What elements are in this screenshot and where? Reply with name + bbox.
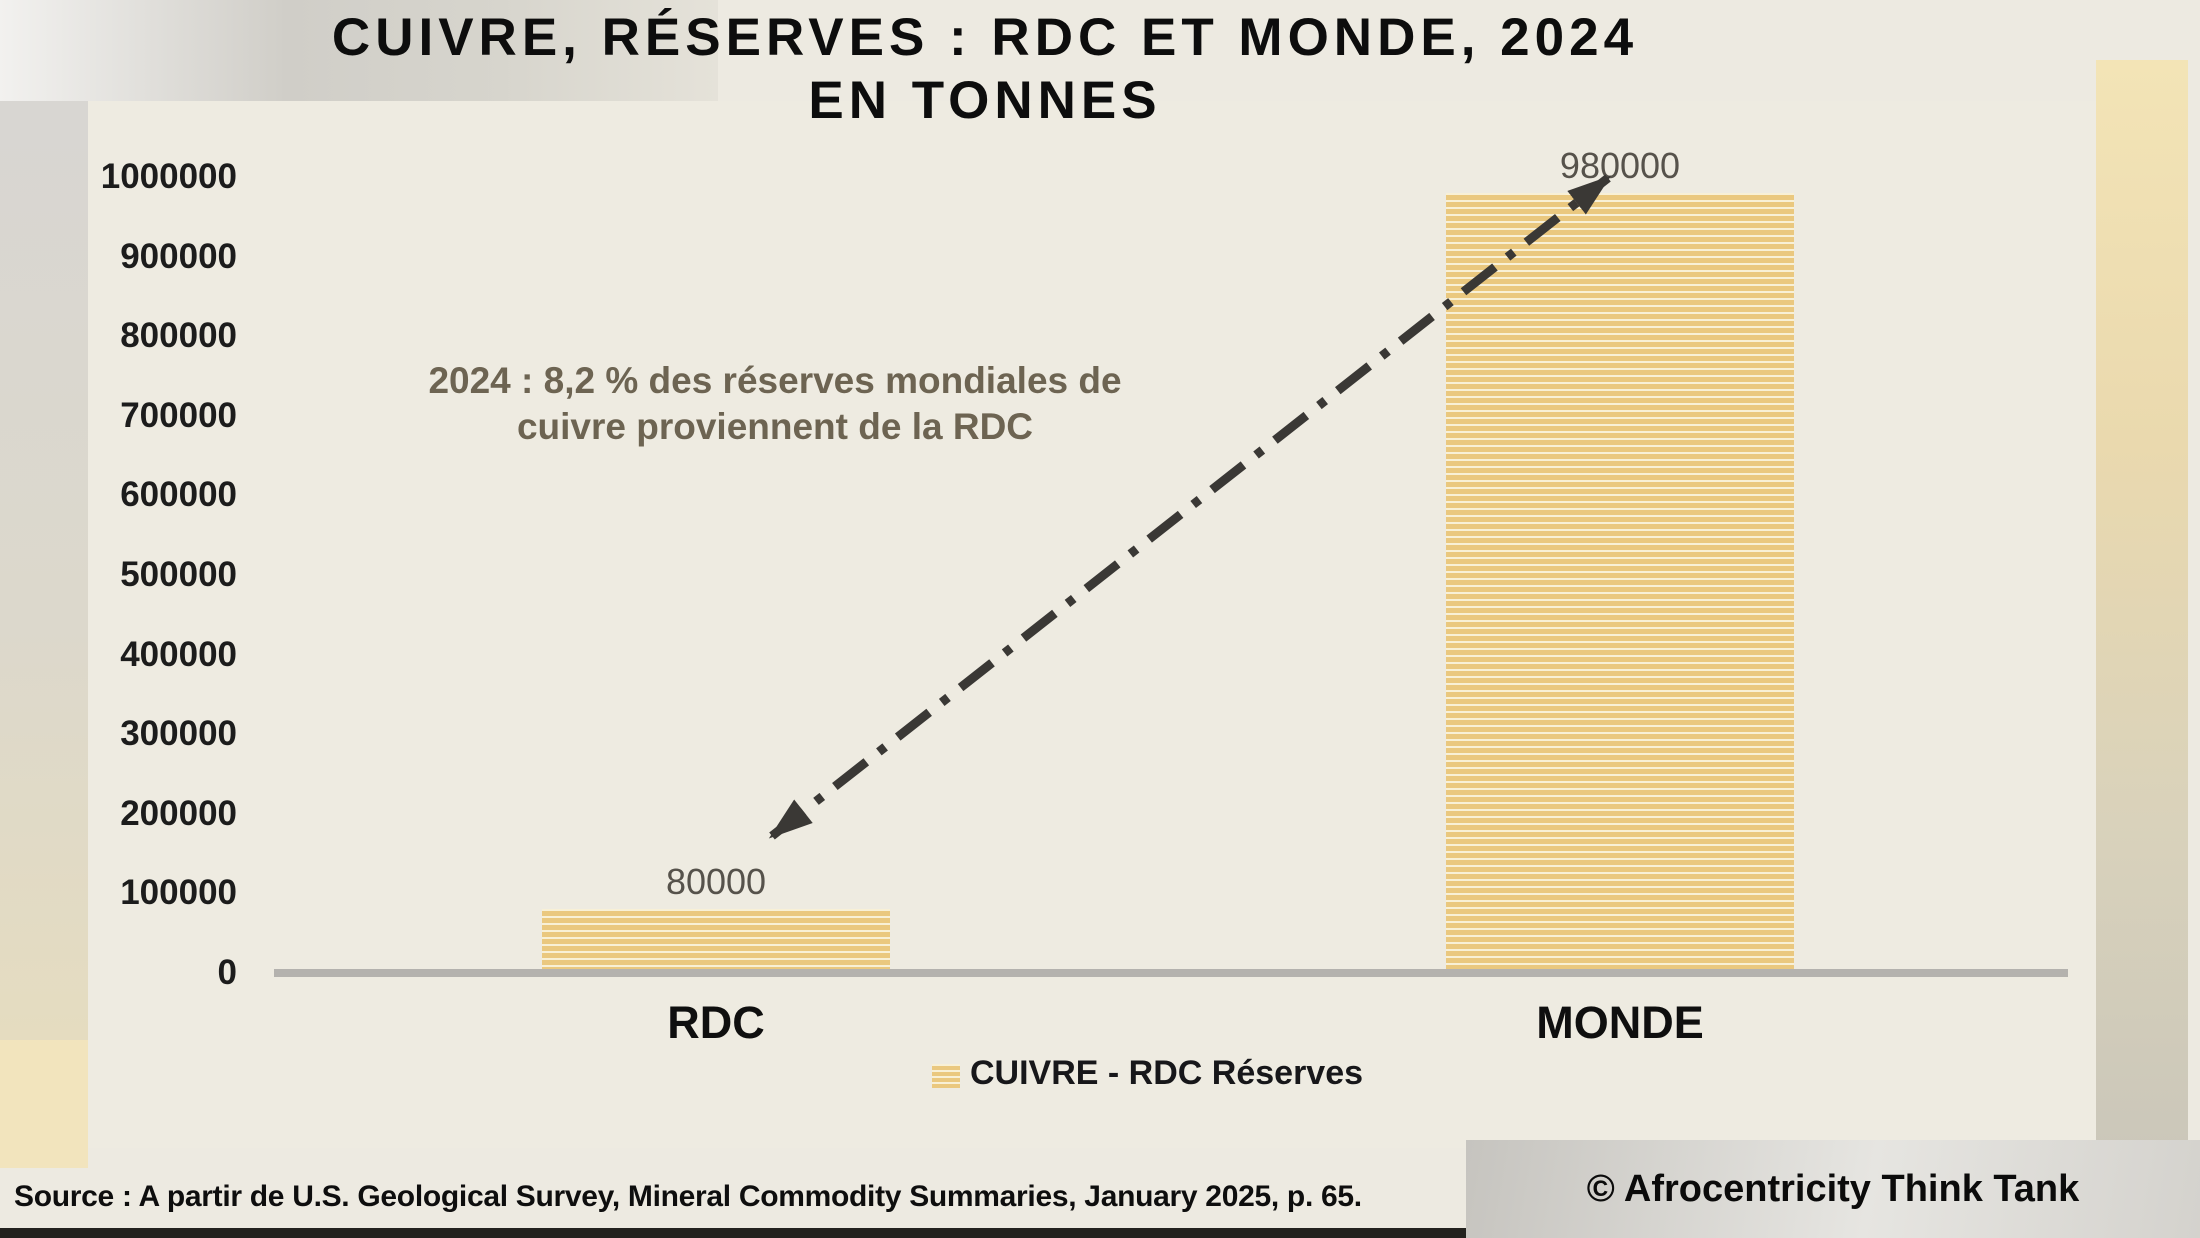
- legend-swatch-icon: [932, 1063, 960, 1088]
- legend-label: CUIVRE - RDC Réserves: [970, 1054, 1364, 1092]
- x-axis-line: [274, 969, 2068, 977]
- y-axis-tick-label: 900000: [120, 236, 237, 276]
- y-axis-tick-label: 1000000: [100, 157, 237, 196]
- y-axis-tick-label: 800000: [120, 316, 237, 356]
- bottom-left-tan-block: [0, 1040, 88, 1168]
- left-gradient-strip: [0, 101, 88, 1040]
- annotation-line2: cuivre proviennent de la RDC: [516, 406, 1034, 447]
- bottom-dark-strip: [0, 1228, 1466, 1238]
- copyright-block: [1466, 1140, 2200, 1238]
- copyright-text: © Afrocentricity Think Tank: [1586, 1168, 2080, 1210]
- chart-title: CUIVRE, RÉSERVES : RDC ET MONDE, 2024 EN…: [0, 6, 1970, 132]
- y-axis-tick-label: 300000: [120, 714, 237, 754]
- right-tan-strip: [2096, 60, 2188, 1148]
- source-text: Source : A partir de U.S. Geological Sur…: [14, 1180, 1362, 1213]
- y-axis-tick-label: 200000: [120, 793, 237, 833]
- bar-monde: [1446, 192, 1794, 973]
- y-axis-tick-label: 400000: [120, 634, 237, 674]
- top-gray-band: [0, 0, 718, 101]
- legend: CUIVRE - RDC Réserves: [932, 1054, 1363, 1093]
- annotation-text: 2024 : 8,2 % des réserves mondiales de c…: [325, 358, 1225, 450]
- annotation-line1: 2024 : 8,2 % des réserves mondiales de: [428, 360, 1122, 401]
- category-label-rdc: RDC: [667, 997, 765, 1048]
- bar-rdc: [542, 909, 890, 973]
- chart-title-line2: EN TONNES: [808, 71, 1162, 130]
- y-axis-tick-label: 600000: [120, 475, 237, 515]
- y-axis-tick-label: 100000: [120, 873, 237, 913]
- category-label-monde: MONDE: [1536, 997, 1704, 1048]
- y-axis-tick-label: 500000: [120, 555, 237, 594]
- y-axis-tick-label: 700000: [120, 395, 237, 435]
- chart-title-line1: CUIVRE, RÉSERVES : RDC ET MONDE, 2024: [331, 8, 1639, 67]
- value-label-monde: 980000: [1559, 144, 1681, 186]
- value-label-rdc: 80000: [665, 861, 767, 903]
- y-axis-tick-label: 0: [217, 953, 237, 992]
